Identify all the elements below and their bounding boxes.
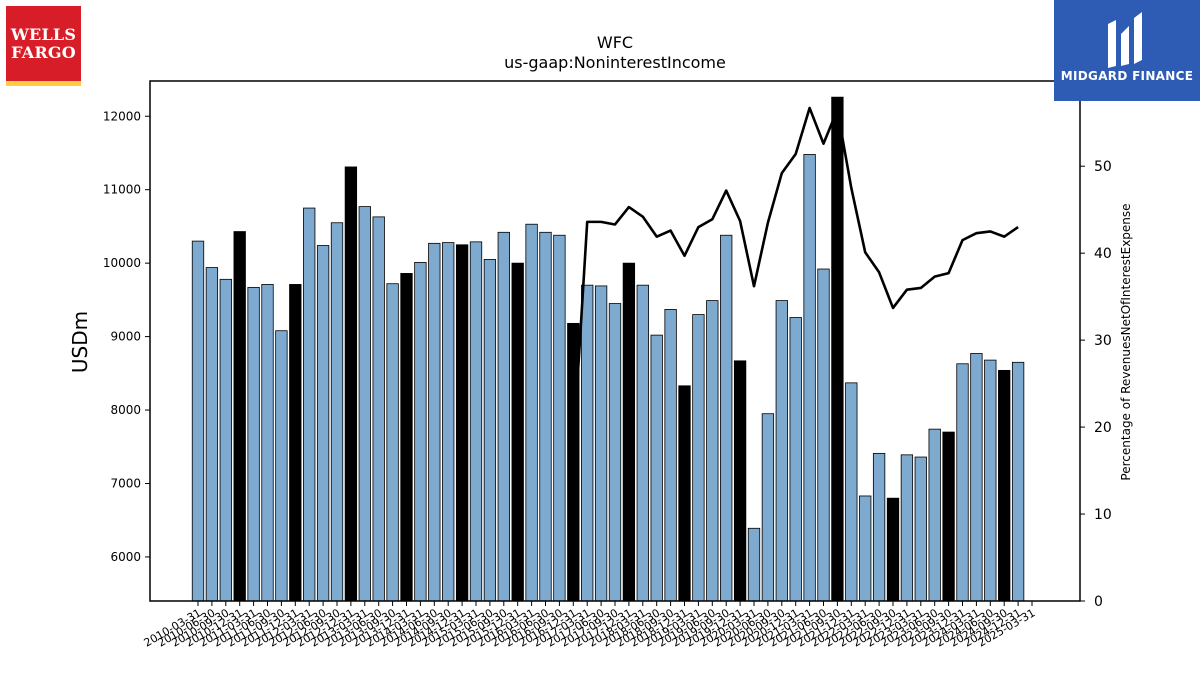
y2-tick-label: 20 — [1094, 420, 1112, 436]
bar-2011-06-30 — [261, 284, 274, 602]
bar-2012-03-31 — [303, 207, 316, 602]
bar-2024-06-30 — [984, 359, 997, 602]
bar-2013-09-30 — [386, 283, 399, 602]
bar-2017-12-31 — [622, 262, 636, 602]
y-tick-label: 9000 — [110, 330, 141, 344]
bar-2014-12-31 — [455, 244, 469, 602]
y-axis-label: USDm — [68, 311, 92, 373]
y-tick-label: 7000 — [110, 476, 141, 490]
percentage-line-series — [572, 106, 1019, 449]
y-tick-label: 6000 — [110, 550, 141, 564]
midgard-finance-mark-icon — [1108, 12, 1142, 68]
chart-subtitle: us-gaap:NoninterestIncome — [504, 53, 726, 72]
bar-2020-03-31 — [747, 527, 761, 602]
wells-fargo-logo: WELLS FARGO — [6, 6, 81, 86]
bar-2022-09-30 — [886, 497, 900, 602]
bar-2022-06-30 — [872, 452, 886, 602]
bar-2019-09-30 — [720, 234, 733, 602]
bar-2022-03-31 — [859, 495, 872, 602]
bar-2018-03-31 — [636, 284, 649, 602]
y2-tick-label: 10 — [1094, 507, 1112, 523]
y2-tick-label: 50 — [1094, 159, 1112, 175]
bar-2018-12-31 — [678, 385, 691, 602]
bar-2013-06-30 — [372, 216, 385, 602]
bar-2012-09-30 — [330, 222, 344, 602]
bar-2012-12-31 — [344, 166, 358, 602]
bar-2021-06-30 — [817, 268, 830, 602]
bar-2024-03-31 — [970, 353, 983, 602]
bar-2024-12-31 — [1011, 361, 1025, 602]
bar-2015-09-30 — [497, 231, 510, 602]
bar-2011-12-31 — [289, 284, 302, 602]
y2-axis-label: Percentage of RevenuesNetOfInterestExpen… — [1119, 203, 1133, 480]
bar-2023-03-31 — [914, 456, 927, 602]
bar-2020-12-31 — [789, 317, 802, 602]
bar-2023-09-30 — [942, 431, 955, 602]
y2-tick-label: 30 — [1094, 333, 1112, 349]
bar-2014-06-30 — [428, 242, 441, 602]
percentage-line — [572, 106, 1019, 449]
bar-series — [191, 96, 1025, 602]
bar-2015-12-31 — [511, 262, 524, 602]
y-tick-label: 12000 — [103, 109, 141, 123]
bar-2014-03-31 — [414, 262, 427, 602]
bar-2019-12-31 — [733, 360, 747, 602]
bar-2017-09-30 — [608, 303, 622, 602]
bar-2016-03-31 — [525, 223, 538, 602]
bar-2021-09-30 — [831, 96, 844, 602]
bar-2020-09-30 — [775, 300, 788, 602]
bar-2023-12-31 — [956, 363, 969, 602]
bar-2015-06-30 — [483, 259, 497, 602]
bar-2019-06-30 — [706, 300, 719, 602]
bar-2017-06-30 — [594, 285, 608, 602]
bar-2017-03-31 — [581, 284, 594, 602]
bar-2010-12-31 — [233, 231, 246, 602]
bar-2014-09-30 — [442, 242, 455, 602]
axes: 6000 7000 8000 9000 10000 11000 12000 0 10 20 30 40… — [103, 80, 1112, 650]
y-tick-label: 11000 — [103, 183, 141, 197]
bar-2013-12-31 — [400, 273, 413, 602]
bar-2018-06-30 — [650, 334, 663, 602]
bar-2013-03-31 — [358, 206, 371, 602]
bar-2011-09-30 — [275, 330, 288, 602]
bar-2010-06-30 — [205, 267, 219, 602]
bar-2018-09-30 — [664, 309, 677, 602]
bar-2016-06-30 — [539, 231, 552, 602]
bar-2016-09-30 — [553, 234, 566, 602]
bar-2023-06-30 — [928, 428, 941, 602]
y-tick-label: 10000 — [103, 256, 141, 270]
y-tick-label: 8000 — [110, 403, 141, 417]
midgard-finance-logo: MIDGARD FINANCE — [1054, 0, 1200, 101]
bar-2019-03-31 — [692, 314, 705, 602]
bar-2021-03-31 — [803, 154, 816, 602]
y2-tick-label: 40 — [1094, 246, 1112, 262]
bar-2015-03-31 — [469, 241, 483, 602]
bar-2010-03-31 — [191, 240, 205, 602]
bar-2011-03-31 — [247, 286, 260, 602]
bar-2024-09-30 — [998, 369, 1011, 602]
bar-2022-12-31 — [900, 454, 914, 602]
bar-2021-12-31 — [845, 382, 858, 602]
midgard-finance-logo-text: MIDGARD FINANCE — [1060, 69, 1194, 83]
wells-fargo-logo-line2: FARGO — [11, 43, 76, 62]
bar-2012-06-30 — [316, 245, 330, 602]
bar-2020-06-30 — [761, 413, 775, 602]
y2-tick-label: 0 — [1094, 594, 1103, 610]
chart-title: WFC — [597, 33, 633, 52]
wells-fargo-logo-line1: WELLS — [10, 25, 77, 44]
bar-2010-09-30 — [219, 278, 232, 602]
